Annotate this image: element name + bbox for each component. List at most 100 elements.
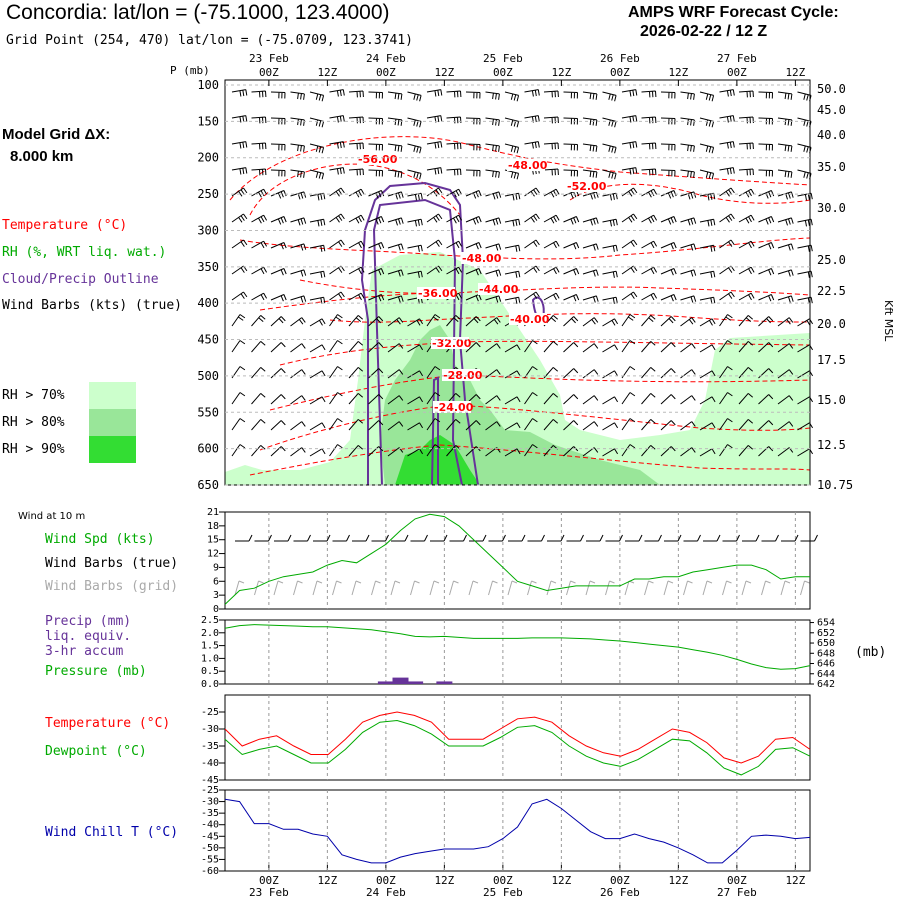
wind-barb (231, 392, 246, 405)
temperature-label-bg (357, 153, 395, 165)
kft-tick-label: 17.5 (817, 353, 846, 367)
wind-barb (738, 116, 754, 124)
y-tick-label: -25 (201, 707, 219, 718)
wind-barb-true (313, 534, 331, 542)
y-tick-label: 0 (213, 604, 219, 615)
wind-barb-grid (761, 580, 771, 596)
temperature-contour-label: -28.00 (443, 369, 483, 382)
wind-barb (387, 117, 403, 126)
wind-barb (524, 291, 540, 301)
y-tick-label: 654 (817, 618, 835, 629)
y-tick-label: 6 (213, 576, 219, 587)
wind-barb (719, 291, 735, 301)
wind-barb (251, 315, 266, 327)
kft-tick-label: 15.0 (817, 393, 846, 407)
temperature-contour-label: -44.00 (479, 283, 519, 296)
wind-barb (348, 445, 364, 457)
pressure-tick-label: 450 (197, 333, 219, 347)
wind-barb (660, 294, 677, 302)
wind-barb (641, 367, 656, 379)
bottom-date-label: 24 Feb (366, 886, 406, 899)
wind-barb (719, 265, 735, 275)
wind-barb (485, 295, 502, 303)
kft-tick-label: 50.0 (817, 82, 846, 96)
pressure-tick-label: 400 (197, 296, 219, 310)
wind-barb (348, 168, 364, 176)
wind-barb (699, 422, 716, 431)
wind-barb (621, 167, 638, 175)
wind-barb (563, 394, 579, 405)
wind-barb-true (391, 534, 409, 542)
wind-barb (251, 341, 266, 353)
wind-barb (485, 191, 502, 200)
forecast-cycle-value: 2026-02-22 / 12 Z (640, 23, 768, 40)
wind-barb (660, 216, 677, 225)
wind-barb (231, 187, 248, 197)
wind-barb-true (625, 534, 643, 542)
wind-barb (426, 366, 441, 379)
wind-barb-true (254, 534, 272, 542)
wind-panel: 21 18 15 12 9 6 3 0 Wind at 10 m Wind Spd (kts)… (18, 507, 818, 615)
wind-barb-true (274, 534, 292, 542)
wind-barb (641, 292, 658, 301)
wind-barb (582, 143, 598, 152)
wind-barb (758, 420, 774, 431)
wind-barb (699, 318, 716, 327)
wind-barb (699, 143, 715, 154)
wind-barb (758, 143, 773, 151)
wind-barb (368, 294, 385, 302)
wind-barb (329, 291, 345, 301)
wind-barb (563, 342, 579, 353)
wind-barb (290, 117, 305, 126)
temperature-contour-label: -52.00 (567, 180, 607, 193)
wind-barb-grid (546, 580, 557, 596)
wind-barb (407, 218, 423, 227)
top-time-tick-label: 12Z (551, 66, 571, 79)
wind-barb-true (566, 534, 584, 542)
wind-barb (231, 340, 246, 353)
wind-barb (621, 340, 636, 353)
wind-barb (407, 91, 422, 102)
temperature-label-bg (461, 252, 499, 264)
wind-barb (348, 240, 365, 249)
wind-barb (309, 448, 326, 457)
top-time-tick-label: 00Z (727, 66, 747, 79)
wind-barbs-grid-label: Wind Barbs (grid) (45, 579, 178, 594)
wind-barb (309, 218, 326, 227)
temperature-contour-label: -48.00 (462, 252, 502, 265)
wind-barb (368, 242, 385, 250)
wind-barb (680, 421, 696, 431)
pressure-tick-label: 650 (197, 478, 219, 492)
wind-barb (407, 117, 422, 128)
wind-barb (387, 191, 404, 200)
wind-barb (660, 316, 676, 327)
wind-at-10m-title: Wind at 10 m (18, 511, 85, 522)
wind-barb (524, 392, 538, 405)
wind-barb-true (547, 534, 565, 542)
wind-barb (602, 270, 618, 278)
kft-tick-label: 22.5 (817, 284, 846, 298)
wind-barb (563, 368, 579, 379)
wind-chill-label: Wind Chill T (°C) (45, 825, 178, 840)
wind-barb (797, 244, 813, 252)
wind-barb (777, 143, 793, 152)
top-time-axis: 00Z 12Z 00Z 12Z 00Z 12Z 00Z 12Z 00Z 12Z 23 Feb 24 F… (249, 52, 806, 86)
wind-barb (348, 116, 364, 124)
wind-barb (329, 213, 345, 223)
y-tick-label: 18 (207, 521, 219, 532)
wind-barb (543, 116, 559, 124)
wind-barb-grid (351, 580, 362, 596)
wind-barb (582, 395, 599, 405)
wind-barb (485, 395, 501, 405)
wind-barb (465, 216, 482, 225)
wind-barb (719, 239, 735, 249)
wind-barb (504, 244, 521, 252)
wind-barb (758, 242, 775, 250)
wind-barb (329, 187, 345, 197)
wind-barb (270, 446, 286, 457)
wind-barb (660, 268, 677, 276)
y-tick-label: 2.5 (201, 615, 219, 626)
top-time-tick-label: 00Z (376, 66, 396, 79)
wind-barb (582, 295, 599, 303)
bottom-time-axis: 00Z 12Z 00Z 12Z 00Z 12Z 00Z 12Z 00Z 12Z 23 Feb 24 F… (249, 865, 806, 899)
